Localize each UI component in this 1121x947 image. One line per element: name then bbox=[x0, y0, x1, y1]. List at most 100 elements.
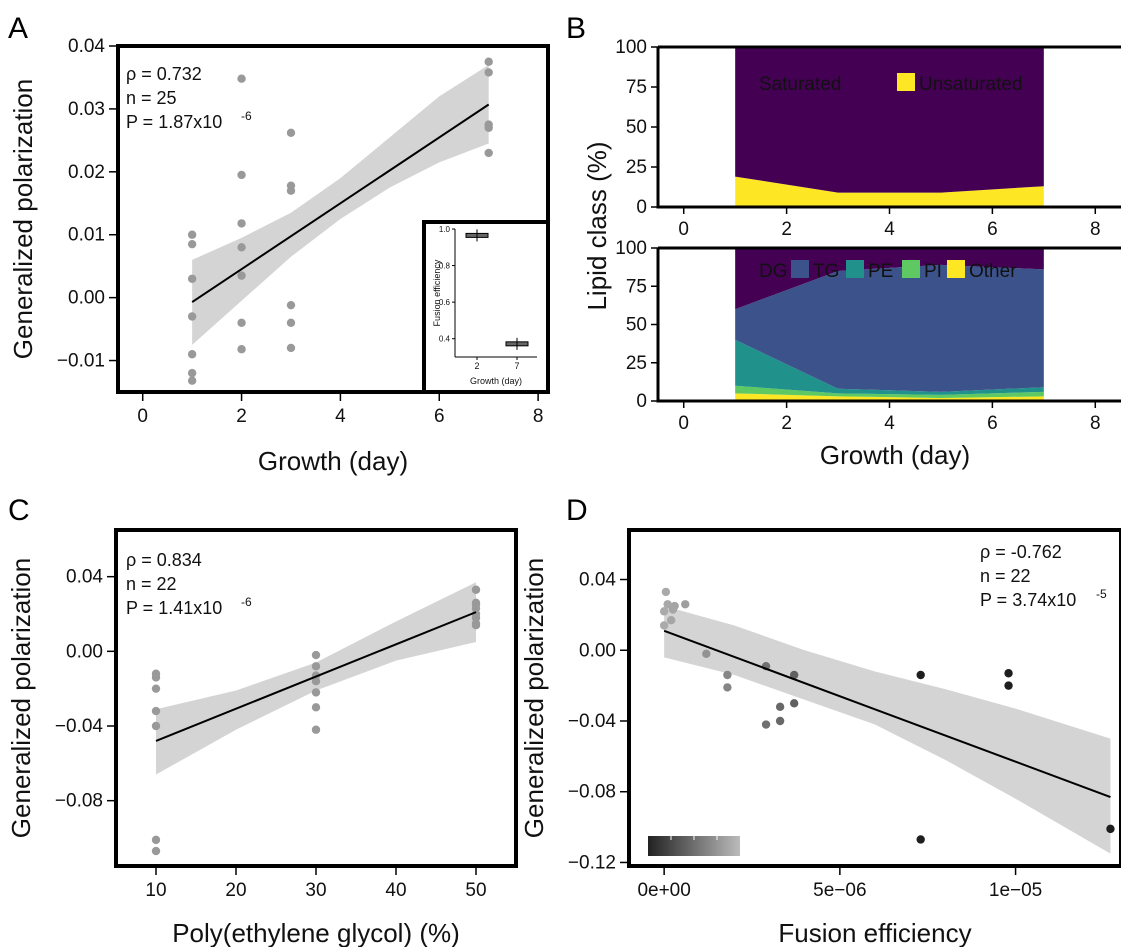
confidence-band bbox=[192, 64, 489, 345]
data-point bbox=[187, 274, 197, 283]
data-point bbox=[916, 670, 925, 680]
y-axis-label: Generalized polarization bbox=[8, 79, 38, 359]
inset-y-tick-label: 0.4 bbox=[439, 335, 451, 344]
data-point bbox=[237, 345, 246, 354]
data-point bbox=[775, 702, 785, 712]
data-point bbox=[311, 725, 321, 734]
y-tick-label: −0.12 bbox=[568, 852, 616, 873]
data-point bbox=[702, 649, 711, 658]
area-unsaturated bbox=[735, 176, 1044, 207]
panel-a: 0 2 4 6 8 −0.01 0.00 0.01 0.02 0.03 0.04 Growth (da… bbox=[8, 36, 550, 476]
stat-p: P = 1.41x10 bbox=[126, 598, 222, 618]
data-point bbox=[187, 376, 197, 385]
x-tick-label: 4 bbox=[335, 406, 346, 427]
data-point bbox=[775, 716, 785, 726]
y-tick-label: 75 bbox=[626, 77, 647, 98]
y-tick-label: 0.02 bbox=[68, 162, 105, 183]
x-tick-label: 40 bbox=[385, 880, 406, 901]
stat-p: P = 3.74x10 bbox=[980, 590, 1076, 610]
y-tick-label: 0.00 bbox=[66, 641, 103, 662]
data-point bbox=[237, 243, 246, 252]
data-point bbox=[484, 148, 493, 158]
panel-c: 10 20 30 40 50 −0.08 −0.04 0.00 0.04 Poly(ethylen… bbox=[6, 528, 518, 947]
x-tick-label: 4 bbox=[884, 219, 895, 240]
x-tick-label: 6 bbox=[434, 406, 445, 427]
y-tick-label: 0 bbox=[636, 197, 647, 218]
data-point bbox=[151, 706, 161, 716]
data-point bbox=[311, 662, 321, 671]
y-axis-label: Generalized polarization bbox=[6, 558, 36, 838]
data-point bbox=[666, 615, 676, 625]
data-point bbox=[723, 683, 732, 692]
inset-y-tick-label: 0.6 bbox=[439, 298, 451, 307]
legend-label-other: Other bbox=[969, 261, 1017, 282]
area-pi bbox=[735, 385, 1044, 398]
y-tick-label: 0.00 bbox=[68, 288, 105, 309]
data-point bbox=[286, 318, 296, 327]
x-tick-label: 20 bbox=[225, 880, 246, 901]
inset-x-tick-label: 2 bbox=[474, 361, 479, 371]
data-point bbox=[659, 621, 669, 630]
y-tick-label: 75 bbox=[626, 276, 647, 297]
data-point bbox=[789, 699, 799, 708]
x-tick-label: 2 bbox=[781, 413, 792, 434]
data-point bbox=[151, 846, 161, 856]
stat-p: P = 1.87x10 bbox=[126, 112, 222, 132]
stat-p-exponent: -5 bbox=[1096, 587, 1107, 601]
data-point bbox=[1106, 824, 1115, 834]
legend-swatch-dg bbox=[737, 260, 755, 278]
y-tick-label: 0 bbox=[636, 391, 647, 412]
panel-label-a: A bbox=[8, 12, 28, 45]
data-point bbox=[311, 650, 321, 660]
y-tick-label: 0.00 bbox=[579, 640, 616, 661]
data-point bbox=[187, 312, 197, 321]
data-point bbox=[151, 684, 161, 693]
regression-line bbox=[663, 629, 1111, 798]
stat-rho: ρ = -0.762 bbox=[980, 542, 1062, 562]
stat-p-exponent: -6 bbox=[241, 595, 252, 609]
y-tick-label: 0.04 bbox=[66, 567, 103, 588]
data-point bbox=[471, 621, 481, 630]
data-point bbox=[789, 670, 799, 680]
plot-frame bbox=[116, 44, 550, 394]
inset-x-tick-label: 7 bbox=[514, 361, 519, 371]
x-axis-label: Poly(ethylene glycol) (%) bbox=[172, 918, 460, 947]
data-point bbox=[151, 721, 161, 731]
inset-y-tick-label: 0.8 bbox=[439, 262, 451, 271]
x-tick-label: 8 bbox=[533, 406, 544, 427]
inset-y-tick-label: 1.0 bbox=[439, 225, 451, 234]
legend-swatch-pi bbox=[902, 260, 920, 278]
area-pe bbox=[735, 339, 1044, 395]
panel-label-d: D bbox=[566, 494, 588, 527]
data-point bbox=[484, 57, 493, 66]
x-tick-label: 4 bbox=[884, 413, 895, 434]
data-point bbox=[916, 835, 925, 844]
stat-n: n = 22 bbox=[980, 566, 1031, 586]
legend-label-pe: PE bbox=[868, 261, 893, 282]
area-tg bbox=[735, 264, 1044, 392]
data-point bbox=[187, 230, 197, 239]
y-tick-label: 50 bbox=[626, 315, 647, 336]
x-axis-label: Fusion efficiency bbox=[778, 918, 971, 947]
regression-line bbox=[155, 611, 477, 742]
stat-n: n = 25 bbox=[126, 88, 177, 108]
legend-label-dg: DG bbox=[759, 261, 788, 282]
legend-swatch-pe bbox=[846, 260, 864, 278]
data-point bbox=[723, 670, 732, 680]
stat-rho: ρ = 0.732 bbox=[126, 64, 202, 84]
data-point bbox=[471, 585, 481, 594]
x-tick-label: 2 bbox=[781, 219, 792, 240]
panel-label-b: B bbox=[566, 12, 586, 45]
inset-y-axis-label: Fusion efficiency bbox=[432, 259, 442, 326]
x-tick-label: 6 bbox=[987, 413, 998, 434]
x-tick-label: 2 bbox=[236, 406, 247, 427]
x-tick-label: 10 bbox=[145, 880, 166, 901]
data-point bbox=[311, 677, 321, 686]
y-tick-label: −0.08 bbox=[55, 791, 103, 812]
data-point bbox=[681, 600, 690, 609]
stat-p-exponent: -6 bbox=[241, 109, 252, 123]
legend-label-unsaturated: Unsaturated bbox=[919, 74, 1023, 95]
y-tick-label: 0.04 bbox=[579, 570, 616, 591]
inset-x-axis-label: Growth (day) bbox=[470, 376, 522, 386]
